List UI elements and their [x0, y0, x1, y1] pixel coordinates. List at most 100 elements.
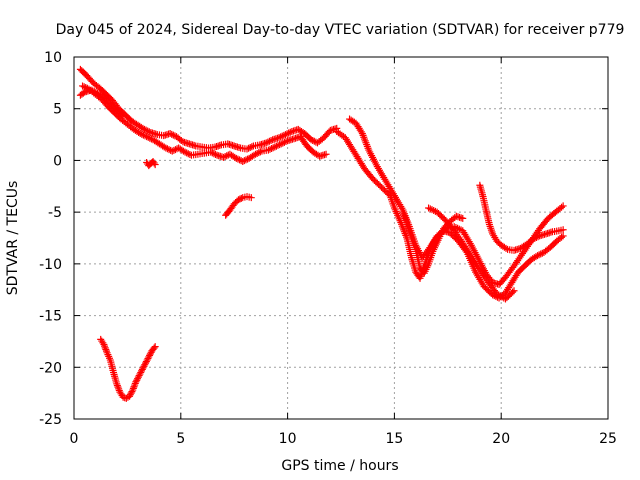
data-point — [247, 194, 255, 202]
data-point — [455, 225, 463, 233]
data-point — [267, 137, 275, 145]
data-point — [269, 144, 277, 152]
data-point — [146, 134, 154, 142]
data-point — [529, 235, 537, 243]
data-point — [143, 356, 151, 364]
data-point — [426, 205, 434, 213]
data-point — [181, 148, 189, 156]
data-point — [144, 127, 152, 135]
data-point — [253, 149, 261, 157]
data-point — [170, 146, 178, 154]
data-point — [139, 131, 147, 139]
series-segment-lower-right — [399, 208, 467, 277]
data-point — [271, 143, 279, 151]
data-point — [430, 206, 438, 214]
data-point — [510, 287, 518, 295]
data-point — [266, 145, 274, 153]
data-point — [264, 146, 272, 154]
series-main-trace-c — [76, 86, 127, 120]
data-point — [558, 233, 566, 241]
data-point — [134, 373, 142, 381]
data-point — [139, 364, 147, 372]
data-point — [208, 149, 216, 157]
data-point — [150, 344, 158, 352]
y-tick-label: 10 — [44, 50, 62, 66]
data-point — [141, 361, 149, 369]
data-point — [246, 144, 254, 151]
data-point — [309, 137, 317, 145]
y-axis-label: SDTVAR / TECUs — [5, 181, 21, 296]
data-point — [142, 126, 150, 134]
data-point — [278, 132, 286, 140]
data-point — [131, 379, 139, 387]
series-segment-03h-dips — [143, 157, 159, 170]
data-point — [137, 368, 145, 376]
data-point — [150, 159, 158, 167]
data-point — [256, 148, 264, 156]
data-point — [128, 388, 136, 396]
data-point — [281, 131, 289, 139]
data-point — [163, 145, 171, 153]
x-tick-label: 25 — [599, 431, 617, 447]
data-point — [183, 149, 191, 157]
data-point — [559, 232, 567, 240]
x-tick-label: 15 — [385, 431, 403, 447]
data-point — [509, 288, 517, 296]
series-segment-17h-parallel — [425, 204, 518, 303]
data-point — [89, 87, 97, 95]
data-point — [126, 392, 134, 400]
y-tick-label: -25 — [39, 412, 62, 428]
data-point — [459, 214, 467, 222]
data-point — [245, 144, 253, 152]
data-point — [79, 82, 87, 90]
data-point — [166, 130, 174, 138]
data-point — [239, 157, 247, 165]
data-point — [280, 131, 288, 139]
data-point — [262, 139, 270, 147]
data-point — [272, 142, 280, 150]
data-point — [140, 125, 148, 133]
data-point — [141, 132, 149, 140]
data-point — [243, 145, 251, 153]
series-segment-19h-spike — [476, 181, 567, 254]
data-point — [138, 365, 146, 373]
data-point — [221, 153, 229, 161]
data-point — [102, 345, 110, 353]
data-point — [268, 145, 276, 153]
data-point — [532, 233, 540, 241]
data-point — [129, 384, 137, 392]
data-point — [79, 89, 87, 97]
data-point — [145, 353, 153, 361]
data-point — [559, 202, 567, 210]
data-point — [207, 148, 215, 156]
x-tick-label: 10 — [279, 431, 297, 447]
x-tick-label: 0 — [70, 431, 79, 447]
data-point — [277, 140, 285, 148]
data-point — [99, 339, 107, 347]
data-point — [210, 150, 218, 158]
chart-title: Day 045 of 2024, Sidereal Day-to-day VTE… — [56, 22, 625, 38]
data-point — [144, 133, 152, 141]
data-point — [144, 354, 152, 362]
data-point — [169, 131, 177, 139]
y-tick-label: -10 — [39, 257, 62, 273]
data-point — [283, 130, 291, 138]
data-point — [136, 370, 144, 378]
data-point — [113, 380, 121, 388]
data-point — [119, 112, 127, 120]
data-point — [127, 389, 135, 397]
data-point — [212, 150, 220, 158]
y-tick-label: -5 — [48, 205, 62, 221]
data-point — [236, 156, 244, 164]
data-point — [168, 147, 176, 155]
y-tick-label: 5 — [53, 102, 62, 118]
data-point — [102, 347, 110, 355]
data-point — [264, 138, 272, 146]
data-point — [118, 111, 126, 119]
data-point — [276, 141, 284, 149]
data-point — [534, 233, 542, 241]
data-point — [242, 156, 250, 164]
data-point — [143, 133, 151, 141]
data-point — [279, 139, 287, 147]
grid-lines — [74, 57, 608, 419]
